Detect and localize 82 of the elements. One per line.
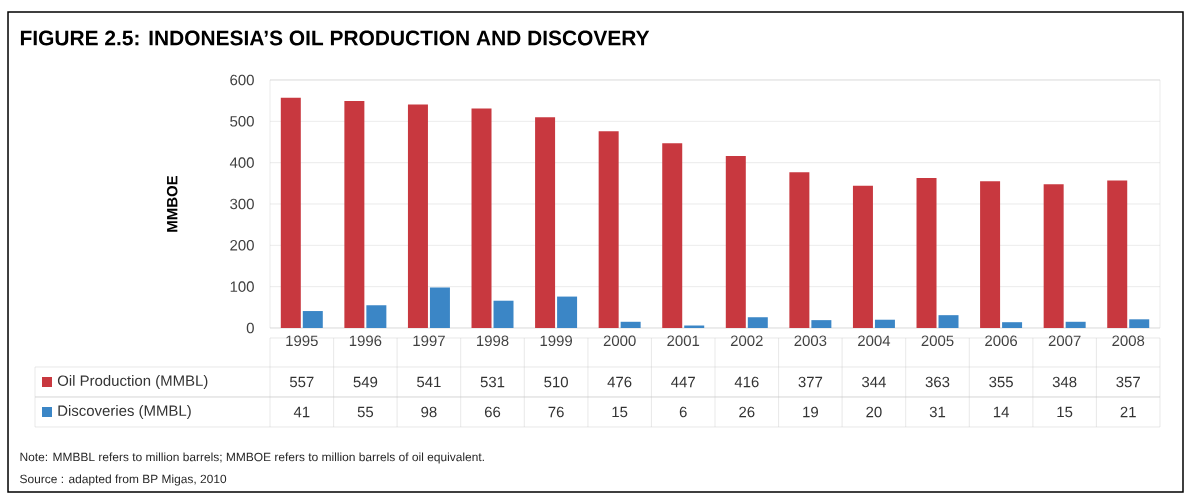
y-axis-title: MMBOE [166,175,178,232]
bar [1129,319,1150,328]
bar [429,287,450,328]
y-tick-label: 100 [230,281,254,292]
bar [407,104,428,328]
bar [725,156,746,328]
x-tick-label: 1999 [540,335,572,347]
y-tick-label: 400 [229,157,254,168]
bar [1107,180,1128,328]
bar [557,296,578,328]
data-label: 549 [353,376,378,388]
data-label: 55 [357,406,374,418]
data-label: 348 [1052,376,1077,388]
x-tick-label: 1997 [413,335,445,347]
bar [1043,184,1064,328]
x-tick-label: 2004 [858,335,891,347]
data-label: 541 [417,376,441,388]
y-tick-label: 600 [230,74,254,86]
bar [1002,322,1023,328]
data-label: 557 [289,376,314,388]
data-label: 26 [739,406,755,418]
data-label: 355 [989,376,1013,388]
chart-title: FIGURE 2.5: INDONESIA’S OIL PRODUCTION AND DISCOVERY [20,30,650,46]
data-label: 357 [1116,376,1140,388]
x-tick-label: 1998 [477,335,509,347]
data-label: 476 [607,376,632,388]
data-label: 15 [612,406,628,418]
data-label: 416 [734,376,759,388]
bar [302,311,323,328]
data-label: 344 [862,376,886,388]
bar [811,320,832,328]
data-label: 20 [866,406,882,418]
y-tick-label: 500 [230,116,254,127]
x-tick-label: 2007 [1048,335,1081,347]
legend-label: Discoveries (MMBL) [58,405,191,419]
bar [366,305,387,328]
x-tick-label: 1995 [286,335,318,347]
bar [471,108,492,328]
data-label: 41 [293,406,310,418]
x-tick-label: 2005 [921,335,954,347]
x-tick-label: 2002 [730,335,763,347]
data-label: 6 [679,406,687,418]
bar [344,101,365,328]
bar [620,321,641,328]
data-label: 66 [484,406,501,418]
data-label: 377 [798,376,823,388]
bar [535,117,556,328]
x-tick-label: 2001 [667,335,700,347]
bar [852,185,873,328]
bar [493,300,514,328]
bar [916,177,937,328]
data-label: 76 [548,406,564,418]
x-tick-label: 2000 [603,335,636,347]
bar [938,315,959,328]
y-tick-label: 200 [230,240,254,251]
data-label: 531 [480,376,505,388]
text: Note: MMBBL refers to million barrels; MMBOE refers to million barrels of oil equivalent. [20,452,484,464]
bar [662,143,683,328]
data-label: 98 [421,406,437,418]
data-label: 14 [993,406,1009,418]
bar [598,131,619,328]
bar [874,319,895,328]
bar [280,97,301,328]
data-label: 447 [671,376,695,388]
data-label: 19 [803,406,818,418]
y-tick-label: 0 [246,322,254,334]
bar [1065,321,1086,328]
x-tick-label: 2008 [1112,335,1145,347]
bar [747,317,768,328]
data-label: 510 [544,376,568,388]
x-tick-label: 2006 [985,335,1018,347]
bar [980,181,1001,328]
y-tick-label: 300 [230,198,254,210]
data-label: 15 [1057,406,1073,418]
bar [789,172,810,328]
x-tick-label: 1996 [349,335,382,347]
data-label: 31 [929,406,946,418]
data-label: 21 [1120,406,1136,418]
legend-label: Oil Production (MMBL) [57,375,208,389]
x-tick-label: 2003 [794,335,827,347]
source-note: Source : adapted from BP Migas, 2010 [20,474,227,486]
data-label: 363 [925,376,950,388]
